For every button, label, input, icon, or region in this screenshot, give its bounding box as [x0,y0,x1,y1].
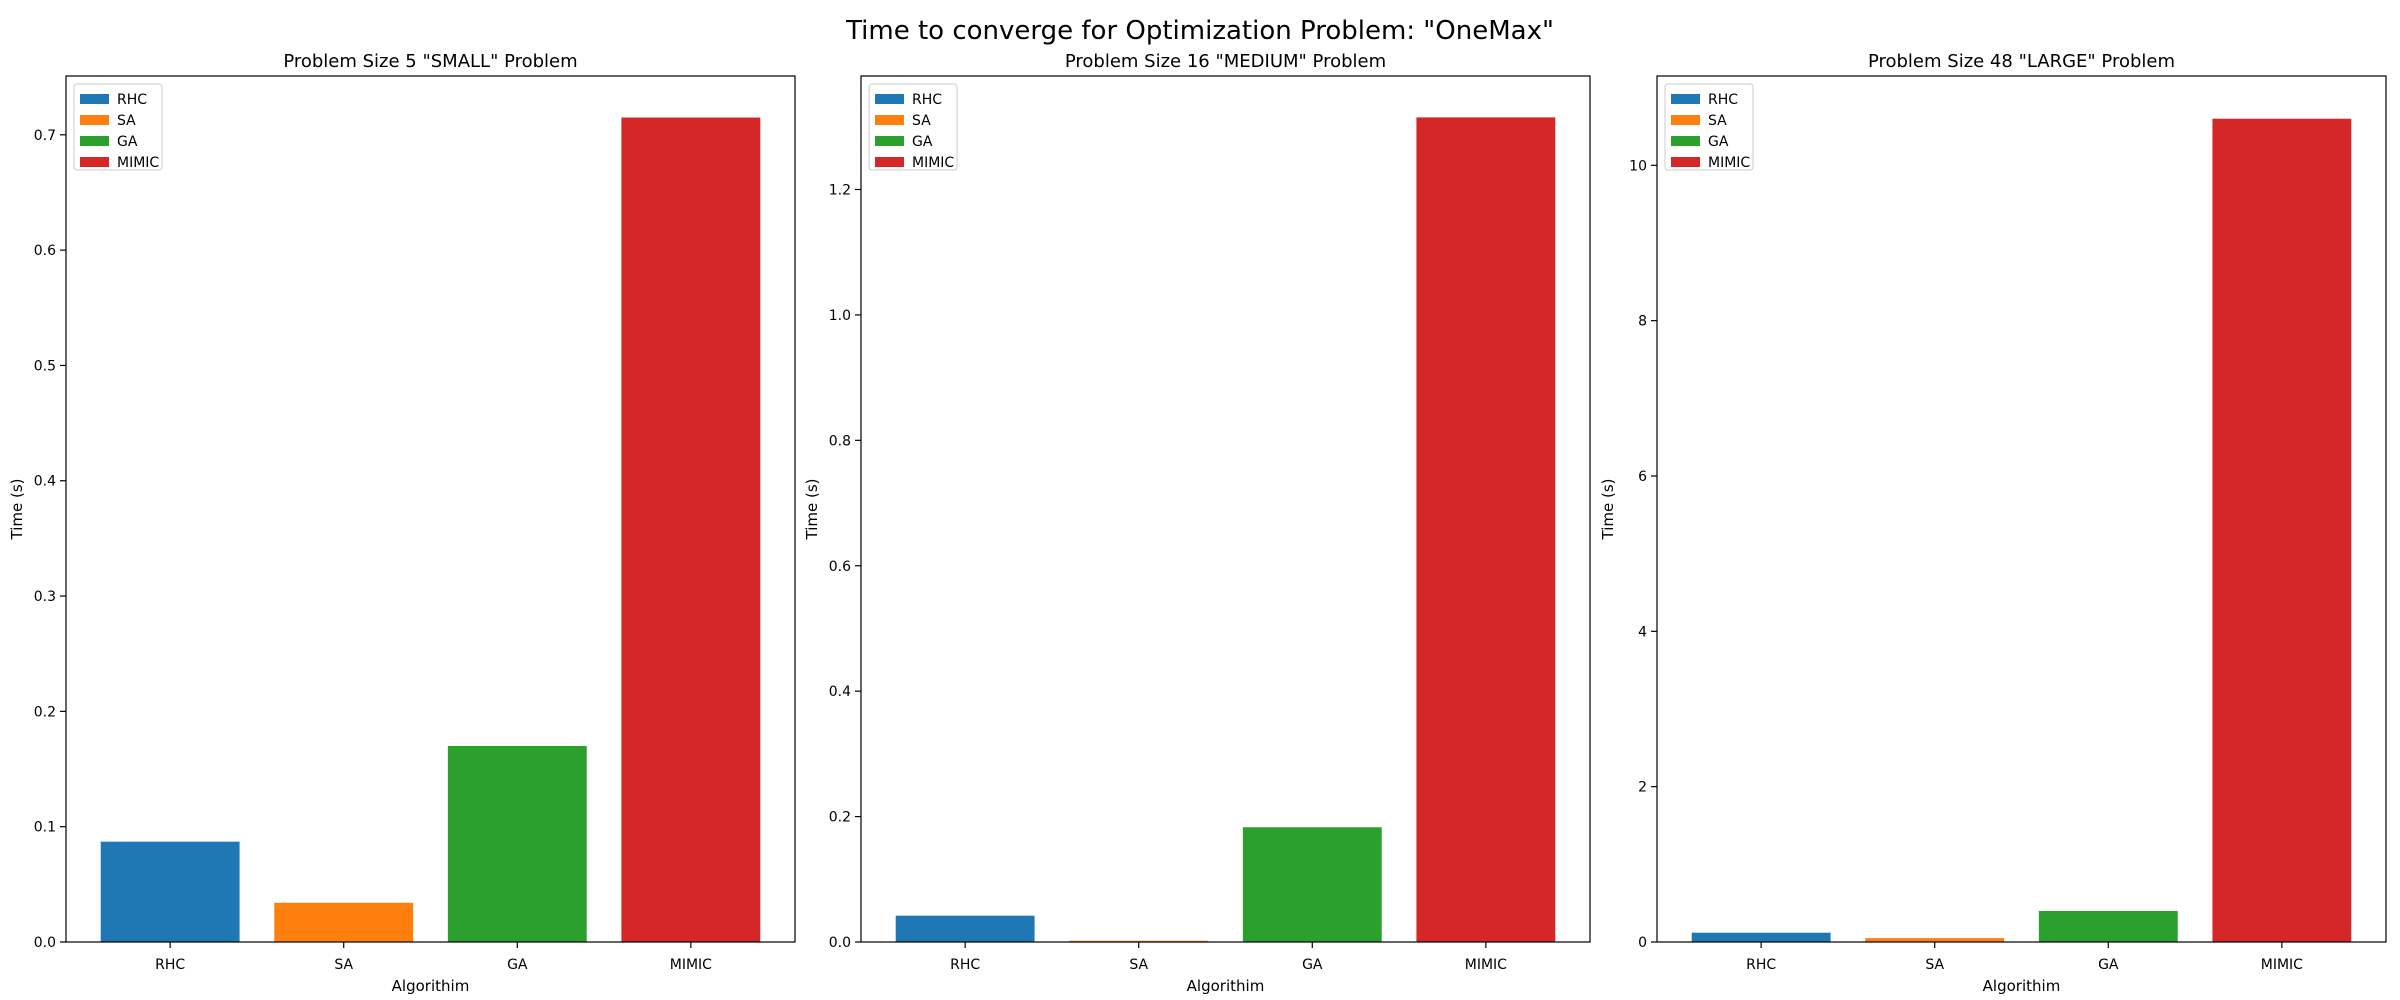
x-tick-label: MIMIC [1465,957,1507,973]
y-tick-label: 0.2 [829,810,851,826]
axes-frame [860,75,1591,943]
legend-swatch [875,157,904,167]
y-tick-label: 0.6 [34,243,56,259]
legend-entry: RHC [1708,92,1738,108]
y-tick-label: 0.4 [34,474,56,490]
legend-swatch [80,94,109,104]
legend: RHC SA GA MIMIC [868,83,958,171]
y-tick-label: 0.2 [34,704,56,720]
bar-mimic [621,117,761,943]
x-tick-label: MIMIC [670,957,712,973]
y-tick-label: 0.1 [34,820,56,836]
legend-entry: MIMIC [912,155,954,171]
bar-sa [1069,940,1209,942]
bar-rhc [100,841,240,942]
legend-entry: MIMIC [117,155,159,171]
chart-title: Problem Size 5 "SMALL" Problem [283,51,577,72]
chart-panel-2: RHC SA GA MIMIC 0.0 0.2 0.4 0.6 0.8 1.0 1.2 Problem… [803,51,1591,995]
legend-swatch [1671,157,1700,167]
bar-mimic [2212,118,2352,943]
legend-entry: SA [1708,113,1727,129]
x-tick-label: RHC [155,957,185,973]
x-tick-label: RHC [1746,957,1776,973]
axes-frame [65,75,796,943]
bar-sa [1865,938,2005,942]
bar-rhc [1691,932,1831,942]
x-tick-label: MIMIC [2261,957,2303,973]
y-axis-label: Time (s) [1599,479,1617,541]
legend-entry: GA [1708,134,1729,150]
legend-box [73,83,163,171]
bar-ga [1242,827,1382,942]
legend-swatch [1671,136,1700,146]
legend-swatch [80,115,109,125]
legend-entry: RHC [117,92,147,108]
y-axis-label: Time (s) [8,479,26,541]
x-tick-label: SA [1925,957,1944,973]
x-tick-label: SA [334,957,353,973]
legend-swatch [875,136,904,146]
legend-swatch [875,94,904,104]
y-tick-label: 0.7 [34,128,56,144]
y-tick-label: 0.4 [829,684,851,700]
legend-box [1664,83,1754,171]
legend-swatch [875,115,904,125]
chart-panel-3: RHC SA GA MIMIC 0 2 4 6 8 10 Problem Size 48 "LARG… [1599,51,2387,995]
axes-frame [1656,75,2387,943]
bar-ga [447,745,587,942]
y-tick-label: 0.6 [829,559,851,575]
legend-entry: RHC [912,92,942,108]
x-axis-label: Algorithim [1187,977,1265,995]
legend-entry: SA [912,113,931,129]
legend-entry: SA [117,113,136,129]
y-tick-label: 1.2 [829,183,851,199]
legend-swatch [80,157,109,167]
y-tick-label: 8 [1638,314,1647,330]
y-tick-label: 4 [1638,624,1647,640]
x-axis-label: Algorithim [1983,977,2061,995]
x-tick-label: RHC [950,957,980,973]
bar-rhc [895,915,1035,942]
x-tick-label: SA [1129,957,1148,973]
y-tick-label: 1.0 [829,308,851,324]
legend-entry: GA [912,134,933,150]
legend-swatch [80,136,109,146]
y-tick-label: 0.0 [34,935,56,951]
y-tick-label: 0.0 [829,935,851,951]
y-tick-label: 0 [1638,935,1647,951]
y-tick-label: 0.5 [34,358,56,374]
y-tick-label: 2 [1638,780,1647,796]
x-tick-label: GA [507,957,528,973]
legend-swatch [1671,94,1700,104]
legend: RHC SA GA MIMIC [73,83,163,171]
figure-title: Time to converge for Optimization Proble… [845,16,1554,46]
y-tick-label: 6 [1638,469,1647,485]
legend-swatch [1671,115,1700,125]
x-axis-label: Algorithim [392,977,470,995]
chart-title: Problem Size 48 "LARGE" Problem [1868,51,2175,72]
chart-title: Problem Size 16 "MEDIUM" Problem [1065,51,1386,72]
chart-panel-1: RHC SA GA MIMIC 0.0 0.1 0.2 0.3 0.4 0.5 0.6 0.7 Prob… [8,51,796,995]
x-tick-label: GA [1302,957,1323,973]
y-tick-label: 0.8 [829,433,851,449]
bar-ga [2038,910,2178,942]
legend-box [868,83,958,171]
legend: RHC SA GA MIMIC [1664,83,1754,171]
y-tick-label: 0.3 [34,589,56,605]
bar-sa [274,902,414,942]
legend-entry: GA [117,134,138,150]
x-tick-label: GA [2098,957,2119,973]
y-axis-label: Time (s) [803,479,821,541]
bar-mimic [1416,117,1556,943]
legend-entry: MIMIC [1708,155,1750,171]
y-tick-label: 10 [1629,158,1647,174]
